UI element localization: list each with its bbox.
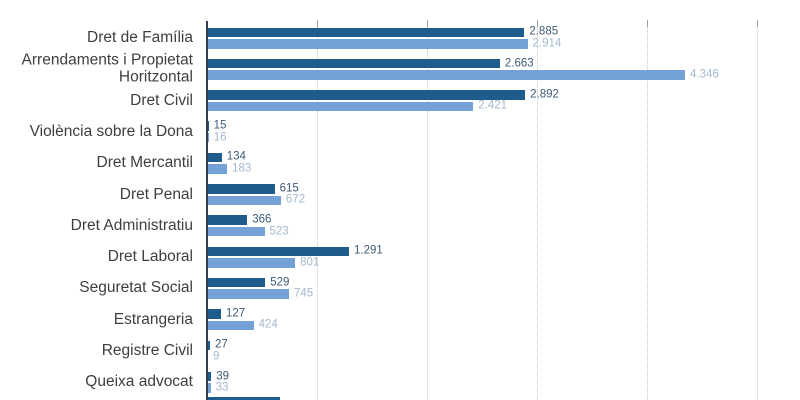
bar-dark_blue <box>207 90 526 100</box>
x-axis-tick-2 <box>427 20 428 27</box>
category-label-line: Horitzontal <box>118 68 193 86</box>
bar-light_blue <box>207 39 528 49</box>
value-label-dark_blue: 2.885 <box>529 25 559 38</box>
category-label-line: Dret Civil <box>130 91 193 109</box>
bar-dark_blue <box>207 58 500 69</box>
value-label-dark_blue: 27 <box>214 338 228 351</box>
value-label-light_blue: 183 <box>232 162 252 175</box>
bar-light_blue <box>207 70 686 80</box>
bar-dark_blue <box>207 152 222 163</box>
x-gridline-3 <box>537 20 538 400</box>
value-label-light_blue: 33 <box>215 381 229 394</box>
category-label: Seguretat Social <box>0 279 193 297</box>
category-label: Estrangeria <box>0 311 193 328</box>
bar-light_blue <box>207 101 474 112</box>
value-label-dark_blue: 615 <box>279 182 299 194</box>
category-label-line: Queixa advocat <box>85 373 193 391</box>
bar-dark_blue <box>207 371 212 382</box>
value-label-dark_blue: 39 <box>216 369 230 382</box>
value-label-dark_blue: 366 <box>252 213 272 226</box>
bar-light_blue <box>207 289 289 299</box>
bar-light_blue <box>207 320 254 331</box>
category-label: Registre Civil <box>0 341 193 360</box>
value-label-light_blue: 672 <box>285 193 306 206</box>
value-label-light_blue: 9 <box>213 350 220 362</box>
x-axis-tick-1 <box>317 20 318 27</box>
category-label: Dret Laboral <box>0 247 193 266</box>
bar-dark_blue <box>207 215 248 225</box>
category-label: Queixa advocat <box>0 373 193 391</box>
category-label-line: Dret Mercantil <box>96 153 193 171</box>
value-label-light_blue: 2.914 <box>532 37 562 49</box>
bar-light_blue <box>207 195 281 205</box>
x-axis-tick-4 <box>647 20 648 27</box>
value-label-dark_blue: 2.663 <box>504 56 534 69</box>
bar-light_blue <box>207 226 265 237</box>
cutoff-bar <box>207 396 280 400</box>
x-gridline-4 <box>647 20 648 400</box>
x-gridline-2 <box>427 20 428 400</box>
bar-light_blue <box>207 164 228 174</box>
bar-dark_blue <box>207 309 221 319</box>
category-label-line: Seguretat Social <box>79 279 193 297</box>
bar-dark_blue <box>207 340 210 350</box>
value-label-light_blue: 424 <box>258 318 278 331</box>
value-label-dark_blue: 2.892 <box>530 88 559 101</box>
value-label-light_blue: 745 <box>293 287 314 300</box>
value-label-dark_blue: 1.291 <box>354 244 383 257</box>
bar-light_blue <box>207 383 211 393</box>
y-axis-line <box>206 21 208 400</box>
bar-dark_blue <box>207 27 525 37</box>
value-label-dark_blue: 529 <box>270 275 290 288</box>
category-label-line: Dret Laboral <box>107 247 193 265</box>
x-axis-tick-5 <box>757 20 758 27</box>
value-label-light_blue: 2.421 <box>478 99 508 112</box>
x-axis-tick-3 <box>537 20 538 27</box>
x-gridline-5 <box>757 20 758 400</box>
value-label-light_blue: 523 <box>269 224 289 237</box>
value-label-light_blue: 801 <box>300 256 320 269</box>
bar-dark_blue <box>207 184 275 194</box>
category-label: Dret de Família <box>0 28 193 47</box>
value-label-light_blue: 16 <box>213 130 227 143</box>
category-label: Dret Civil <box>0 92 193 109</box>
category-label: Dret Mercantil <box>0 153 193 172</box>
category-label: Violència sobre la Dona <box>0 122 193 141</box>
bar-light_blue <box>207 258 296 268</box>
category-label-line: Estrangeria <box>113 310 193 328</box>
value-label-dark_blue: 134 <box>226 150 246 163</box>
category-label-line: Violència sobre la Dona <box>29 122 193 140</box>
value-label-light_blue: 4.346 <box>690 68 719 81</box>
category-label: Dret Penal <box>0 186 193 203</box>
value-label-dark_blue: 15 <box>213 119 227 132</box>
category-label: Arrendaments i Propietat Horitzontal <box>0 51 193 86</box>
bar-dark_blue <box>207 277 266 288</box>
category-label-line: Dret Administratiu <box>70 216 193 234</box>
value-label-dark_blue: 127 <box>225 307 246 320</box>
category-label-line: Registre Civil <box>101 341 193 359</box>
category-label-line: Arrendaments i Propietat <box>21 51 193 69</box>
category-label-line: Dret de Família <box>87 28 193 46</box>
category-label: Dret Administratiu <box>0 216 193 235</box>
bar-dark_blue <box>207 246 349 257</box>
category-label-line: Dret Penal <box>119 185 193 203</box>
x-gridline-1 <box>317 20 318 400</box>
